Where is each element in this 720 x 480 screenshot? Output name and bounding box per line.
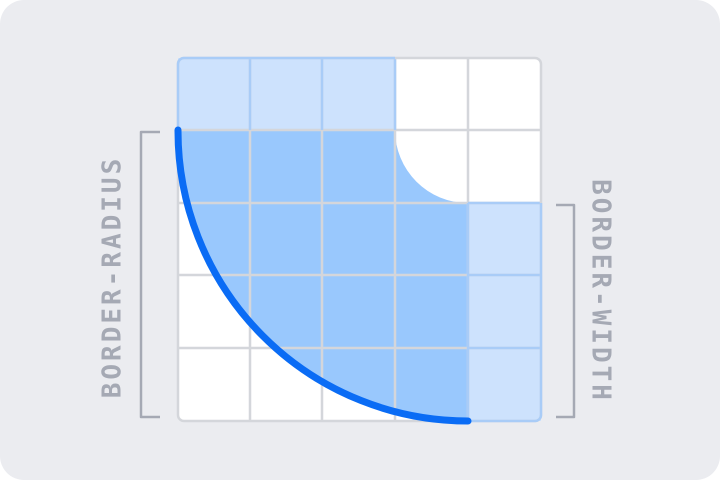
border-width-bracket [556, 203, 576, 419]
border-width-label: BORDER-WIDTH [586, 179, 616, 403]
top-border-highlight [178, 58, 395, 130]
right-highlight-outer-edge [468, 203, 543, 423]
border-radius-curve [174, 126, 472, 425]
right-border-highlight [468, 203, 541, 421]
top-highlight-edge [176, 56, 395, 130]
border-radius-label: BORDER-RADIUS [98, 156, 128, 399]
highlight-cell-lines [248, 58, 541, 421]
border-radius-bracket [139, 130, 160, 419]
